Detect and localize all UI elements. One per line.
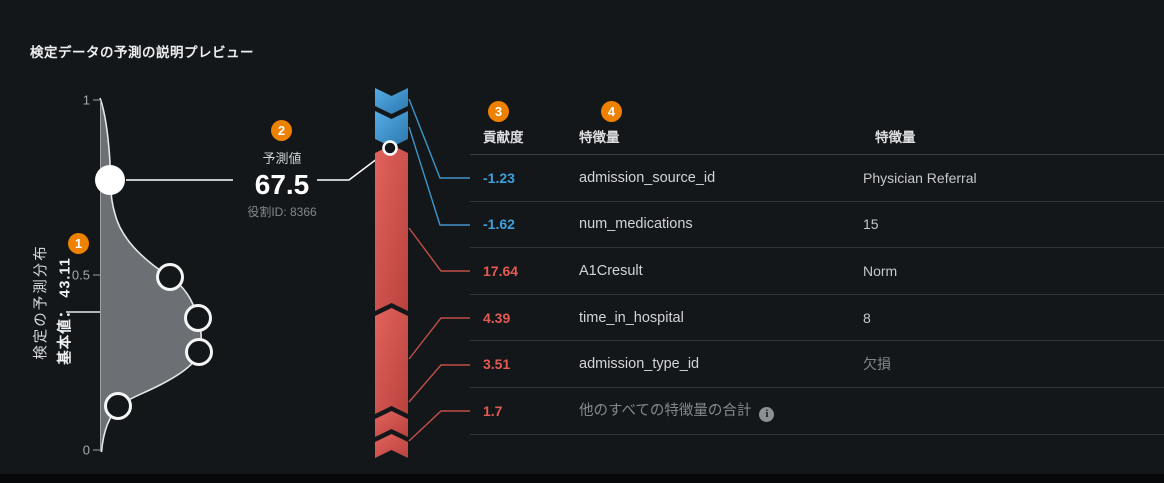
force-segment-positive[interactable] [375,434,408,458]
prediction-distribution-plot [66,97,233,453]
table-body: -1.23 admission_source_id Physician Referr… [470,155,1164,435]
connector-positive [408,410,470,442]
connector-positive [408,364,470,403]
distribution-data-point[interactable] [184,304,212,332]
feature-name: 他のすべての特徴量の合計 i [579,399,863,423]
contribution-value: 17.64 [483,262,519,279]
connector-lines [408,98,470,442]
table-row: 3.51 admission_type_id 欠損 [470,341,1164,388]
feature-name: admission_source_id [579,169,716,186]
header-feature: 特徴量 [579,130,620,145]
distribution-axis-title: 検定の予測分布 [33,244,50,360]
distribution-data-point[interactable] [156,263,184,291]
table-row: 4.39 time_in_hospital 8 [470,295,1164,342]
base-value-label: 基本値： 43.11 [57,257,74,365]
feature-name: admission_type_id [579,356,700,373]
feature-value: Physician Referral [863,169,977,186]
axis-tick-label-mid: 0.5 [71,267,90,283]
selected-prediction-point[interactable] [95,165,125,195]
bar-prediction-marker [382,140,398,156]
contribution-value: 4.39 [483,309,511,326]
feature-value: Norm [863,262,898,279]
table-header: 貢献度 特徴量 特徴量 [470,123,1164,155]
prediction-label: 予測値 [262,151,302,166]
feature-value: 8 [863,309,871,326]
header-contribution: 貢献度 [483,130,524,145]
connector-positive [408,227,470,272]
prediction-block: 予測値 67.5 役割ID: 8366 [230,148,334,220]
feature-value: 欠損 [863,356,891,373]
info-icon[interactable]: i [759,407,775,423]
contribution-value: 3.51 [483,356,511,373]
step-badge-contribution: 3 [488,101,509,122]
step-badge-feature: 4 [601,101,622,122]
table-row: -1.23 admission_source_id Physician Referr… [470,155,1164,202]
table-row: -1.62 num_medications 15 [470,202,1164,249]
force-segment-positive[interactable] [375,308,408,414]
distribution-area [100,98,202,452]
bottom-bar [0,474,1164,483]
page-title: 検定データの予測の説明プレビュー [30,45,254,60]
axis-tick-label-max: 1 [82,92,90,108]
explanation-table: 貢献度 特徴量 特徴量 -1.23 admission_source_id Phys… [470,123,1164,435]
feature-name: num_medications [579,216,693,233]
force-segment-positive[interactable] [375,145,408,311]
force-bar [375,88,408,458]
distribution-data-point[interactable] [185,338,213,366]
contribution-value: 1.7 [483,402,503,419]
feature-name: A1Cresult [579,262,643,279]
contribution-value: -1.23 [483,169,515,186]
force-segment-negative[interactable] [375,111,408,147]
step-badge-prediction: 2 [271,120,292,141]
connector-negative [408,98,470,179]
prediction-row-id: 役割ID: 8366 [247,205,317,220]
contribution-value: -1.62 [483,216,515,233]
axis-tick-label-min: 0 [82,442,90,458]
force-segment-positive[interactable] [375,411,408,437]
table-row: 1.7 他のすべての特徴量の合計 i [470,388,1164,435]
distribution-data-point[interactable] [104,392,132,420]
feature-name: time_in_hospital [579,309,684,326]
force-segment-negative[interactable] [375,88,408,114]
step-badge-distribution: 1 [68,233,89,254]
prediction-value: 67.5 [254,169,310,200]
table-row: 17.64 A1Cresult Norm [470,248,1164,295]
feature-value: 15 [863,216,879,233]
connector-positive [408,317,470,360]
connector-negative [408,126,470,226]
header-feature-value: 特徴量 [875,130,916,145]
